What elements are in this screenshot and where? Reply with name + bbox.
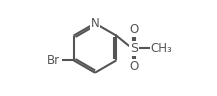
Text: Br: Br: [47, 54, 60, 67]
Text: S: S: [130, 41, 138, 55]
Text: N: N: [91, 17, 99, 30]
Text: O: O: [129, 23, 138, 36]
Text: O: O: [129, 60, 138, 73]
Text: CH₃: CH₃: [150, 41, 172, 55]
